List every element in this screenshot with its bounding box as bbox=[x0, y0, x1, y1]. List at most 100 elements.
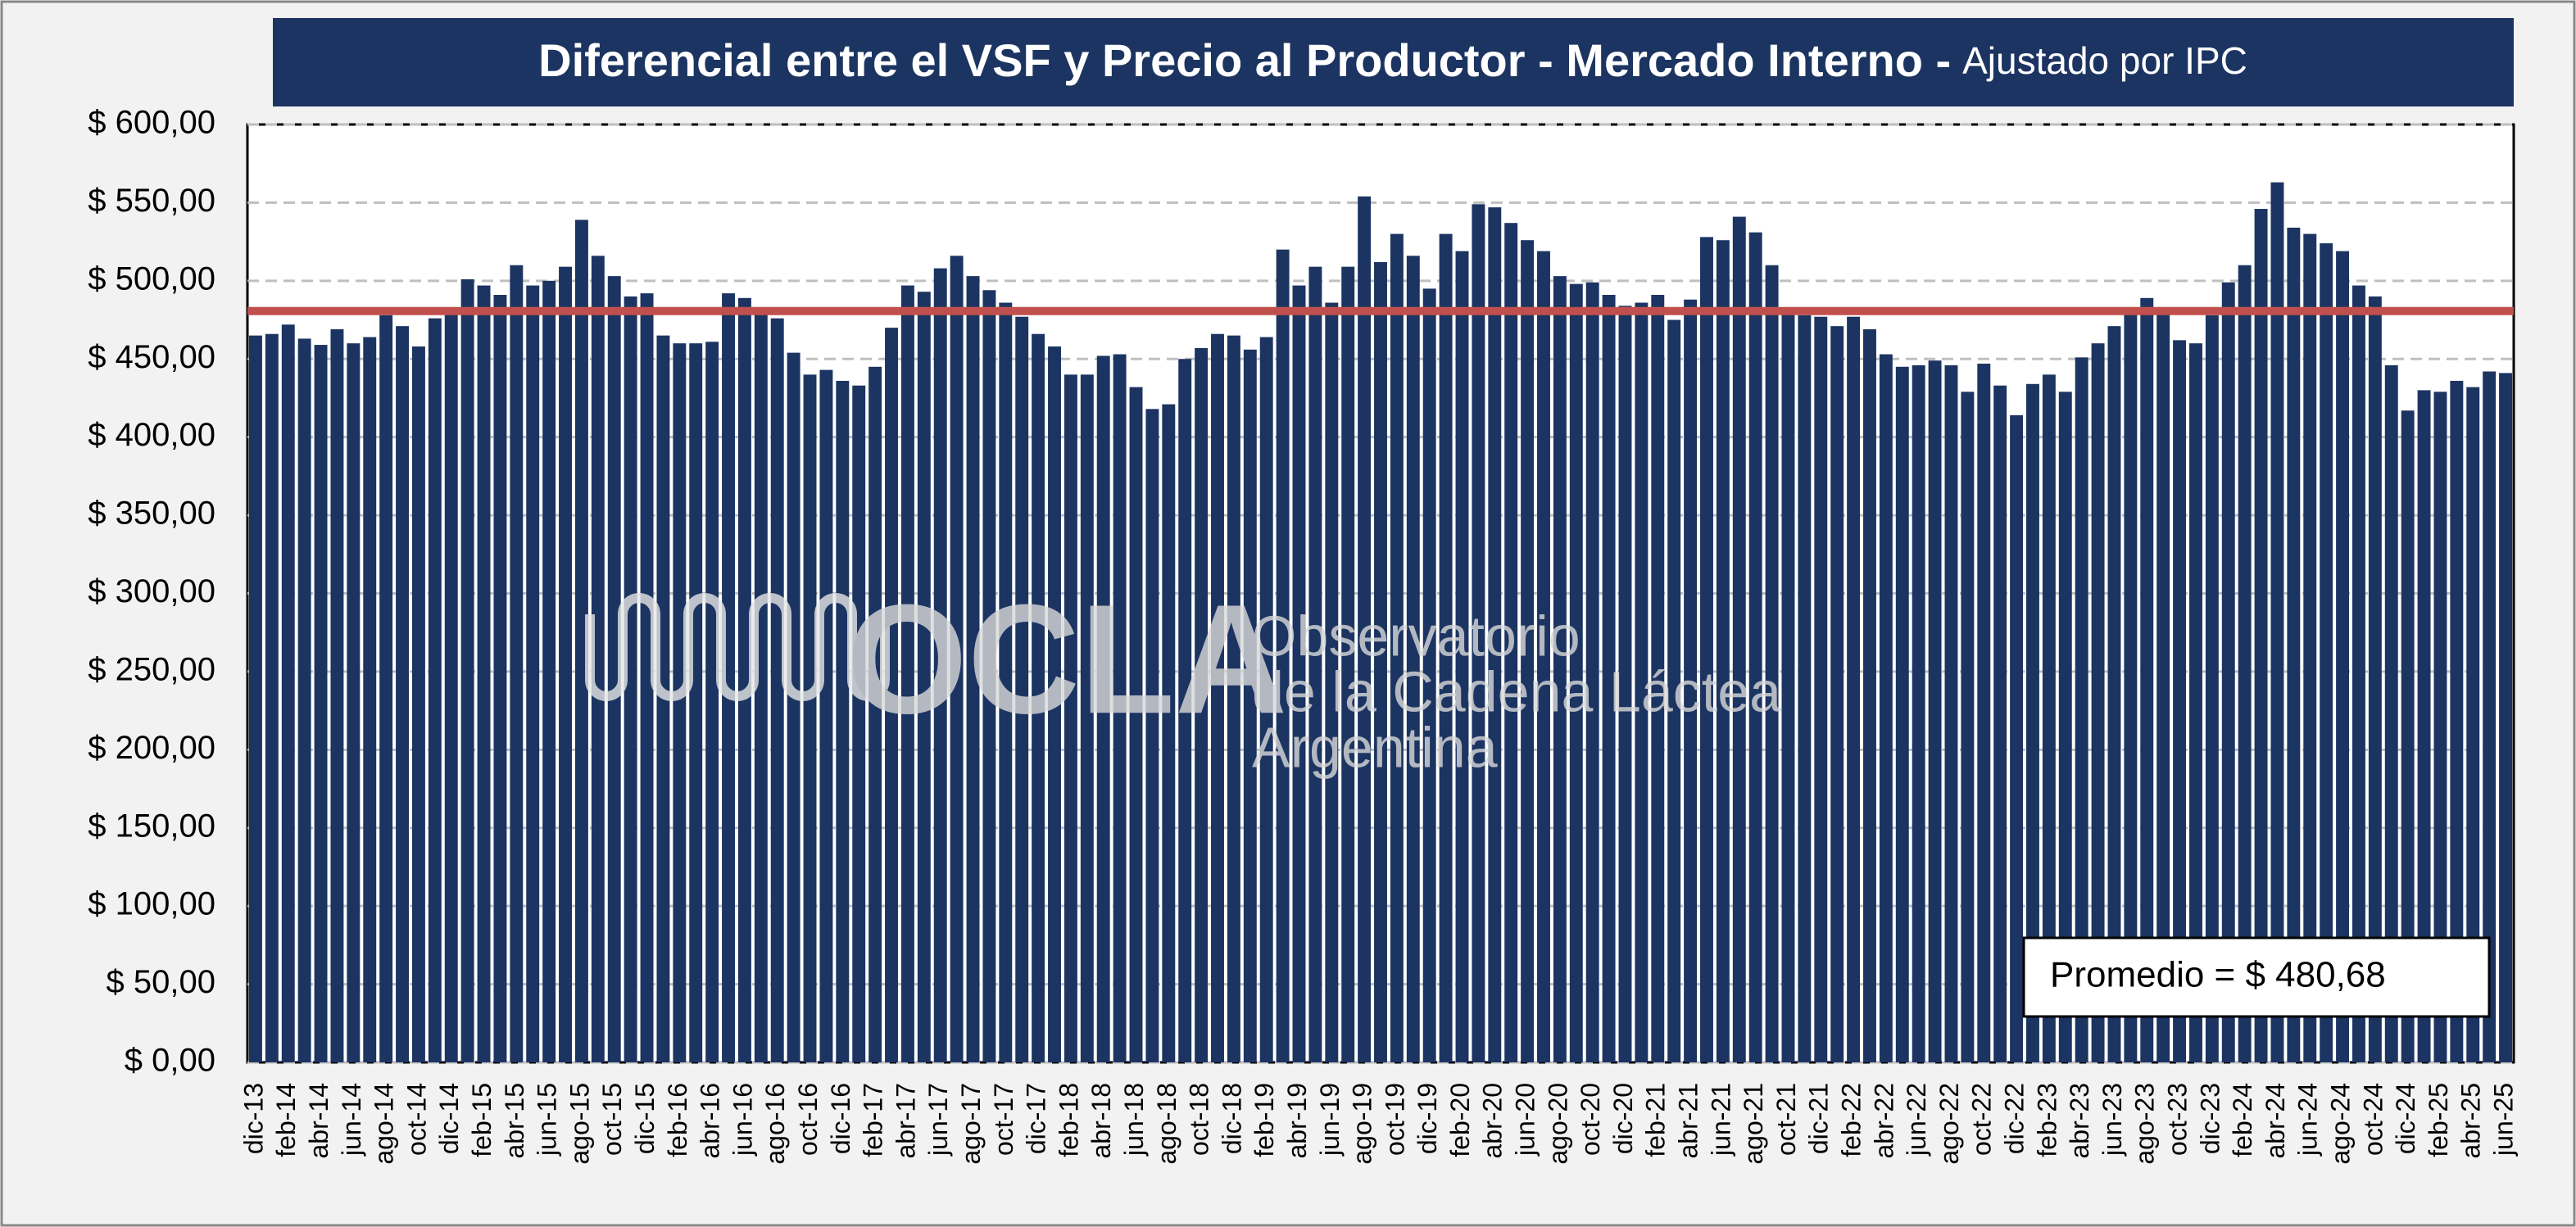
x-tick-label: dic-18 bbox=[1217, 1083, 1246, 1154]
bar bbox=[2466, 387, 2480, 1063]
chart-title: Diferencial entre el VSF y Precio al Pro… bbox=[538, 34, 1951, 86]
bar bbox=[559, 266, 572, 1062]
bar bbox=[1993, 385, 2007, 1063]
x-tick-label: ago-23 bbox=[2130, 1083, 2160, 1165]
bar bbox=[2010, 414, 2024, 1062]
bar bbox=[2303, 233, 2317, 1062]
bar bbox=[1928, 360, 1942, 1062]
bars bbox=[248, 182, 2513, 1063]
bar bbox=[689, 343, 703, 1063]
bar bbox=[982, 290, 996, 1062]
bar bbox=[396, 326, 410, 1062]
bar bbox=[460, 278, 474, 1062]
x-tick-label: jun-24 bbox=[2293, 1083, 2323, 1157]
bar bbox=[1374, 261, 1387, 1062]
x-tick-label: jun-22 bbox=[1902, 1083, 1931, 1157]
bar bbox=[966, 276, 980, 1062]
x-tick-label: ago-22 bbox=[1934, 1083, 1964, 1165]
x-tick-label: abr-25 bbox=[2456, 1083, 2486, 1159]
bar bbox=[1439, 233, 1453, 1062]
x-tick-label: oct-18 bbox=[1185, 1083, 1214, 1156]
bar bbox=[265, 333, 279, 1062]
y-tick-label: $ 100,00 bbox=[88, 886, 215, 922]
y-tick-label: $ 350,00 bbox=[88, 496, 215, 532]
y-tick-label: $ 250,00 bbox=[88, 651, 215, 687]
logo-text: OCLA bbox=[846, 573, 1287, 746]
bar bbox=[1292, 285, 1306, 1062]
bar bbox=[819, 369, 833, 1062]
bar bbox=[1781, 312, 1795, 1062]
bar bbox=[281, 324, 295, 1062]
bar bbox=[1276, 249, 1290, 1063]
bar bbox=[999, 302, 1013, 1062]
bar bbox=[510, 265, 524, 1062]
x-tick-label: dic-17 bbox=[1022, 1083, 1051, 1154]
bar bbox=[591, 256, 605, 1062]
bar bbox=[1015, 316, 1029, 1063]
bar bbox=[1814, 316, 1828, 1063]
bar bbox=[1765, 265, 1779, 1062]
bar bbox=[1243, 349, 1257, 1062]
bar bbox=[1748, 232, 1762, 1062]
x-tick-label: jun-14 bbox=[337, 1083, 366, 1157]
bar bbox=[2417, 390, 2431, 1063]
x-tick-label: abr-16 bbox=[696, 1083, 725, 1159]
bar bbox=[379, 315, 393, 1063]
x-tick-label: jun-23 bbox=[2098, 1083, 2127, 1157]
bar bbox=[787, 352, 800, 1062]
x-tick-label: dic-19 bbox=[1413, 1083, 1442, 1154]
bar bbox=[1080, 374, 1094, 1062]
bar bbox=[1422, 288, 1436, 1062]
bar bbox=[314, 345, 328, 1062]
y-tick-label: $ 500,00 bbox=[88, 260, 215, 297]
x-tick-label: feb-20 bbox=[1445, 1083, 1475, 1157]
bar bbox=[1472, 204, 1485, 1063]
bar bbox=[885, 328, 898, 1062]
bar bbox=[1830, 326, 1844, 1062]
bar bbox=[2254, 209, 2268, 1062]
title-box bbox=[273, 18, 2514, 106]
bar bbox=[1602, 295, 1616, 1063]
bar bbox=[2401, 410, 2415, 1063]
bar bbox=[722, 293, 735, 1063]
bar bbox=[1048, 346, 1061, 1062]
x-tick-label: dic-13 bbox=[238, 1083, 268, 1154]
bar bbox=[836, 380, 850, 1062]
y-tick-label: $ 550,00 bbox=[88, 183, 215, 219]
x-tick-label: oct-14 bbox=[401, 1083, 431, 1156]
bar bbox=[1162, 404, 1176, 1062]
x-tick-label: jun-15 bbox=[533, 1083, 562, 1157]
x-tick-label: abr-17 bbox=[891, 1083, 920, 1159]
bar bbox=[1700, 237, 1713, 1062]
annotation: Promedio = $ 480,68 bbox=[2050, 955, 2386, 995]
bar bbox=[2270, 182, 2284, 1062]
bar bbox=[1944, 364, 1958, 1063]
x-tick-label: oct-19 bbox=[1380, 1083, 1409, 1156]
y-tick-label: $ 150,00 bbox=[88, 808, 215, 844]
x-tick-label: feb-19 bbox=[1249, 1083, 1279, 1157]
x-tick-label: abr-19 bbox=[1282, 1083, 1312, 1159]
bar bbox=[1798, 315, 1812, 1063]
x-tick-label: abr-21 bbox=[1674, 1083, 1703, 1159]
x-tick-label: jun-18 bbox=[1119, 1083, 1149, 1157]
bar bbox=[1912, 364, 1925, 1063]
bar bbox=[2499, 373, 2513, 1062]
bar bbox=[737, 297, 751, 1062]
bar bbox=[2107, 326, 2121, 1062]
x-tick-label: jun-21 bbox=[1706, 1083, 1735, 1157]
bar bbox=[1651, 295, 1665, 1063]
bar bbox=[1032, 333, 1045, 1062]
bar bbox=[2238, 265, 2252, 1062]
x-tick-label: feb-16 bbox=[663, 1083, 692, 1157]
logo-wave bbox=[585, 593, 890, 701]
x-tick-label: oct-24 bbox=[2358, 1083, 2388, 1156]
bar bbox=[2124, 309, 2138, 1062]
bar bbox=[2384, 364, 2398, 1063]
x-tick-label: abr-20 bbox=[1478, 1083, 1508, 1159]
x-tick-label: feb-18 bbox=[1054, 1083, 1083, 1157]
chart-subtitle: Ajustado por IPC bbox=[1962, 39, 2247, 82]
x-tick-label: oct-16 bbox=[793, 1083, 823, 1156]
bar bbox=[1504, 223, 1518, 1063]
title-text: Diferencial entre el VSF y Precio al Pro… bbox=[538, 34, 2247, 86]
